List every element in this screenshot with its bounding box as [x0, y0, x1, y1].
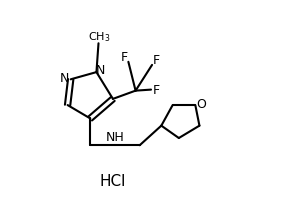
Text: NH: NH — [106, 131, 124, 144]
Text: N: N — [60, 72, 69, 85]
Text: O: O — [196, 97, 206, 111]
Text: N: N — [95, 64, 105, 77]
Text: HCl: HCl — [100, 174, 126, 189]
Text: F: F — [153, 84, 161, 97]
Text: F: F — [153, 54, 160, 67]
Text: CH$_3$: CH$_3$ — [88, 31, 111, 44]
Text: F: F — [120, 51, 128, 64]
